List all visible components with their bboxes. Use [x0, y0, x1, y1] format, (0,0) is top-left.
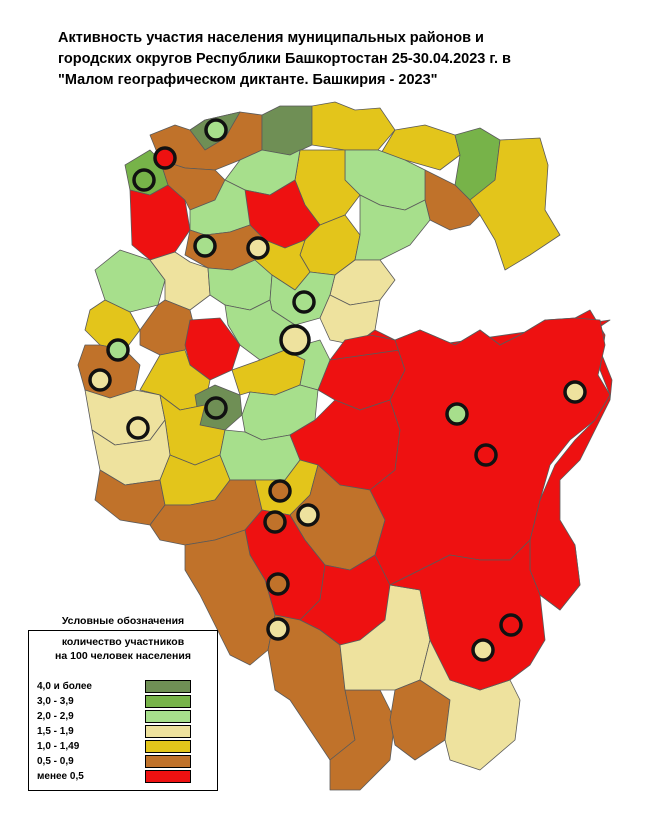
legend-rows: 4,0 и более 3,0 - 3,9 2,0 - 2,9 1,5 - 1,9 1,…: [35, 679, 211, 784]
title-line-1: Активность участия населения муниципальн…: [58, 30, 484, 46]
city-marker: [563, 380, 587, 404]
map-title: Активность участия населения муниципальн…: [58, 28, 648, 91]
city-marker: [204, 396, 228, 420]
city-marker: [268, 479, 292, 503]
city-marker: [126, 416, 150, 440]
district-region: [319, 294, 381, 346]
legend-swatch: [145, 725, 191, 738]
city-marker: [263, 510, 287, 534]
city-marker: [266, 617, 290, 641]
district-region: [84, 299, 141, 351]
city-marker: [132, 168, 156, 192]
legend-item: менее 0,5: [35, 769, 211, 784]
legend-item-label: 4,0 и более: [37, 681, 92, 692]
legend-box: количество участников на 100 человек нас…: [28, 630, 218, 791]
district-region: [354, 194, 431, 261]
city-marker: [474, 443, 498, 467]
district-region: [184, 317, 241, 381]
legend-swatch: [145, 755, 191, 768]
legend-item: 0,5 - 0,9: [35, 754, 211, 769]
legend-item: 1,0 - 1,49: [35, 739, 211, 754]
city-marker: [246, 236, 270, 260]
legend-item-label: 0,5 - 0,9: [37, 756, 74, 767]
city-marker: [445, 402, 469, 426]
legend-swatch: [145, 710, 191, 723]
city-marker: [279, 324, 311, 356]
city-marker: [153, 146, 177, 170]
district-region: [261, 105, 313, 156]
legend-item-label: 1,5 - 1,9: [37, 726, 74, 737]
city-marker: [193, 234, 217, 258]
district-region: [469, 137, 561, 271]
district-region: [311, 101, 396, 151]
title-line-2: городских округов Республики Башкортоста…: [58, 51, 511, 67]
legend-item-label: 2,0 - 2,9: [37, 711, 74, 722]
district-region: [267, 614, 356, 761]
legend-item: 1,5 - 1,9: [35, 724, 211, 739]
district-region: [329, 689, 396, 791]
legend-swatch: [145, 740, 191, 753]
legend-item: 2,0 - 2,9: [35, 709, 211, 724]
city-marker: [106, 338, 130, 362]
map-legend: Условные обозначения количество участник…: [28, 615, 218, 791]
city-marker: [296, 503, 320, 527]
legend-swatch: [145, 680, 191, 693]
title-line-3: "Малом географическом диктанте. Башкирия…: [58, 72, 438, 88]
district-region: [389, 539, 546, 691]
legend-heading: Условные обозначения: [61, 615, 185, 627]
legend-swatch: [145, 770, 191, 783]
legend-item-label: менее 0,5: [37, 771, 84, 782]
city-marker: [204, 118, 228, 142]
legend-subtitle-line-1: количество участников: [61, 636, 185, 648]
legend-item-label: 3,0 - 3,9: [37, 696, 74, 707]
city-marker: [499, 613, 523, 637]
city-marker: [292, 290, 316, 314]
city-marker: [471, 638, 495, 662]
legend-subtitle-line-2: на 100 человек населения: [55, 650, 191, 662]
legend-item: 4,0 и более: [35, 679, 211, 694]
city-marker: [88, 368, 112, 392]
legend-item: 3,0 - 3,9: [35, 694, 211, 709]
legend-swatch: [145, 695, 191, 708]
legend-item-label: 1,0 - 1,49: [37, 741, 80, 752]
city-marker: [266, 572, 290, 596]
